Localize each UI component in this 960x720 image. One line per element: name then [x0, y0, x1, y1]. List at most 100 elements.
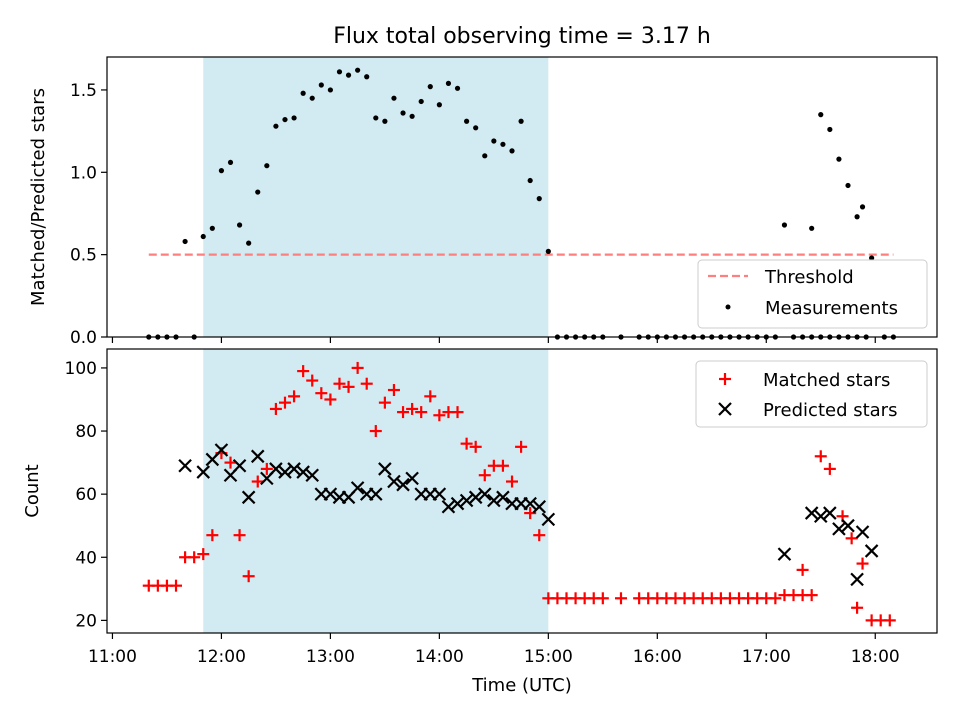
- matched-point: [351, 361, 364, 374]
- matched-point: [883, 614, 896, 627]
- predicted-point: [405, 471, 419, 486]
- predicted-point: [850, 572, 864, 587]
- top-frame: [106, 56, 938, 338]
- y-tick-label: 1.5: [70, 81, 97, 101]
- matched-point: [478, 469, 491, 482]
- predicted-point: [350, 481, 365, 495]
- predicted-point: [287, 462, 301, 476]
- predicted-point: [450, 496, 465, 511]
- chart-title: Flux total observing time = 3.17 h: [333, 24, 711, 49]
- measurement-point: [246, 240, 252, 246]
- predicted-point: [532, 499, 547, 514]
- measurement-point: [282, 116, 288, 123]
- measurement-point: [218, 168, 225, 174]
- matched-point: [324, 393, 337, 406]
- matched-point: [306, 374, 319, 387]
- predicted-point: [855, 525, 870, 539]
- matched-point: [496, 459, 509, 472]
- matched-point: [460, 437, 473, 450]
- matched-point: [260, 462, 273, 475]
- top-legend-box: [697, 259, 928, 329]
- predicted-point: [432, 487, 447, 501]
- matched-point: [506, 475, 519, 488]
- predicted-point: [813, 509, 828, 524]
- matched-point: [845, 532, 858, 545]
- measurement-point: [200, 233, 206, 240]
- matched-point: [360, 377, 373, 390]
- predicted-point: [459, 493, 474, 508]
- measurement-point: [400, 110, 406, 116]
- measurement-point: [464, 118, 470, 124]
- matched-point: [814, 450, 827, 463]
- x-tick-label: 16:00: [633, 647, 682, 667]
- bottom-frame: [106, 348, 938, 634]
- measurement-point: [327, 87, 333, 93]
- measurement-point: [382, 118, 388, 124]
- measurement-point: [482, 153, 488, 159]
- matched-point: [533, 529, 546, 542]
- matched-point: [342, 380, 355, 393]
- matched-point: [614, 592, 627, 605]
- matched-point: [369, 425, 382, 438]
- matched-point: [269, 402, 282, 415]
- matched-point: [224, 456, 237, 469]
- y-tick-label: 80: [75, 422, 97, 442]
- top-y-axis-label: Matched/Predicted stars: [28, 88, 49, 306]
- matched-point: [823, 462, 836, 475]
- predicted-point: [523, 496, 537, 511]
- matched-point: [424, 390, 437, 403]
- x-tick-label: 18:00: [851, 647, 900, 667]
- measurement-point: [836, 156, 842, 162]
- measurement-point: [491, 138, 497, 144]
- measurement-point: [409, 113, 415, 119]
- y-tick-label: 1.0: [70, 163, 97, 183]
- predicted-point: [777, 547, 792, 561]
- matched-point: [796, 563, 809, 576]
- measurement-point: [809, 225, 815, 231]
- matched-point: [297, 365, 310, 378]
- predicted-point: [841, 518, 855, 533]
- predicted-point: [477, 487, 492, 501]
- measurement-point: [227, 159, 234, 166]
- measurement-point: [373, 115, 379, 121]
- bottom-legend-box: [695, 360, 928, 428]
- measurement-point: [291, 115, 297, 121]
- bottom-shade: [203, 349, 549, 633]
- measurement-point: [273, 123, 279, 129]
- predicted-point: [832, 522, 846, 536]
- measurement-point: [869, 255, 875, 261]
- legend-measurements-label: Measurements: [765, 298, 898, 319]
- measurement-point: [473, 125, 479, 131]
- top-legend: Threshold Measurements: [697, 259, 928, 329]
- matched-point: [197, 548, 210, 561]
- matched-point: [769, 592, 782, 605]
- matched-point: [469, 440, 482, 453]
- predicted-point: [496, 490, 510, 505]
- x-axis-label: Time (UTC): [471, 675, 572, 696]
- measurement-point: [518, 118, 524, 124]
- y-tick-label: 0.0: [70, 328, 97, 348]
- predicted-point: [214, 443, 229, 457]
- measurement-point: [454, 85, 461, 91]
- matched-point: [315, 387, 328, 400]
- matched-point: [397, 406, 410, 419]
- matched-point: [242, 570, 255, 583]
- y-tick-label: 40: [75, 548, 97, 568]
- predicted-point: [232, 458, 247, 473]
- measurement-point: [436, 102, 442, 108]
- x-tick-label: 17:00: [742, 647, 791, 667]
- measurement-point: [827, 126, 833, 133]
- predicted-point: [487, 493, 501, 508]
- bottom-panel: 20 40 60 80 100 11:00 12:00 13:00 14:00 15:00 16:…: [22, 348, 938, 696]
- legend-measurements-marker: [725, 304, 731, 310]
- matched-point: [851, 601, 864, 614]
- measurement-point: [445, 80, 452, 86]
- predicted-point: [804, 506, 819, 520]
- measurement-point: [500, 141, 506, 147]
- measurement-point: [336, 69, 343, 75]
- measurement-point: [209, 225, 215, 231]
- measurement-point: [364, 74, 370, 80]
- measurement-point: [309, 95, 315, 101]
- matched-point: [278, 396, 291, 409]
